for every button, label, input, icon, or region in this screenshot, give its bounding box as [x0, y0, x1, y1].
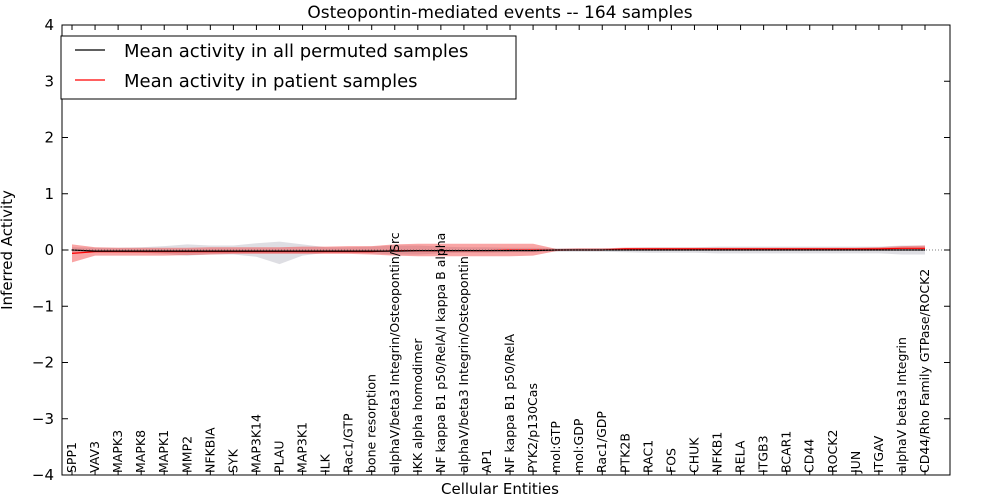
- x-tick-label: PTK2B: [617, 433, 632, 473]
- y-tick-label: 1: [44, 185, 54, 203]
- x-tick-label: MAPK3: [110, 430, 125, 473]
- x-tick-label: CD44/Rho Family GTPase/ROCK2: [917, 269, 932, 473]
- x-tick-label: alphaV beta3 Integrin: [894, 337, 909, 473]
- plot-frame: [61, 24, 951, 476]
- x-tick-label: JUN: [848, 451, 863, 474]
- y-tick-label: 2: [44, 129, 54, 147]
- x-tick-label: ROCK2: [825, 430, 840, 473]
- x-tick-label: RAC1: [640, 440, 655, 473]
- x-tick-label: mol:GDP: [571, 418, 586, 473]
- x-tick-label: alphaV/beta3 Integrin/Osteopontin/Src: [387, 232, 402, 473]
- x-tick-label: RELA: [733, 440, 748, 473]
- x-tick-label: NF kappa B1 p50/RelA: [502, 333, 517, 473]
- x-tick-label: NFKBIA: [202, 427, 217, 473]
- x-tick-label: CHUK: [687, 437, 702, 473]
- x-tick-label: VAV3: [87, 441, 102, 473]
- x-tick-label: BCAR1: [779, 431, 794, 473]
- x-tick-label: Rac1/GDP: [594, 411, 609, 473]
- x-tick-label: alphaV/beta3 Integrin/Osteopontin: [456, 256, 471, 473]
- y-axis-label: Inferred Activity: [0, 190, 16, 310]
- x-tick-label: ITGAV: [871, 435, 886, 473]
- legend-label-permuted: Mean activity in all permuted samples: [124, 41, 468, 62]
- y-tick-label: −2: [32, 354, 54, 372]
- x-tick-label: NF kappa B1 p50/RelA/I kappa B alpha: [433, 233, 448, 473]
- y-tick-label: −4: [32, 466, 54, 484]
- x-tick-label: NFKB1: [710, 432, 725, 473]
- legend-box: [60, 35, 517, 100]
- legend: Mean activity in all permuted samples Me…: [60, 35, 517, 100]
- x-tick-label: MAPK1: [156, 430, 171, 473]
- legend-label-patient: Mean activity in patient samples: [124, 71, 418, 92]
- x-tick-label: PYK2/p130Cas: [525, 383, 540, 473]
- x-tick-label: ITGB3: [756, 435, 771, 473]
- x-tick-label: MAP3K1: [295, 422, 310, 473]
- y-tick-label: 4: [44, 16, 54, 34]
- x-tick-label: MAPK8: [133, 430, 148, 473]
- x-tick-label: SPP1: [64, 442, 79, 473]
- x-tick-label: IKK alpha homodimer: [410, 338, 425, 473]
- x-tick-label: mol:GTP: [548, 421, 563, 473]
- x-tick-label: Rac1/GTP: [341, 413, 356, 473]
- x-tick-label: MMP2: [179, 436, 194, 473]
- chart-title: Osteopontin-mediated events -- 164 sampl…: [307, 3, 692, 23]
- x-tick-label: MAP3K14: [248, 414, 263, 473]
- y-tick-label: −3: [32, 410, 54, 428]
- x-tick-label: SYK: [225, 448, 240, 473]
- x-tick-label: ILK: [318, 453, 333, 473]
- x-tick-label: PLAU: [272, 441, 287, 474]
- x-tick-label: FOS: [663, 448, 678, 473]
- x-tick-label: bone resorption: [364, 374, 379, 473]
- y-tick-label: 0: [44, 241, 54, 259]
- series-band-permuted: [72, 241, 925, 265]
- x-tick-label: AP1: [479, 449, 494, 473]
- x-axis-label: Cellular Entities: [441, 480, 559, 498]
- x-tick-label: CD44: [802, 439, 817, 473]
- y-tick-label: −1: [32, 297, 54, 315]
- y-tick-label: 3: [44, 72, 54, 90]
